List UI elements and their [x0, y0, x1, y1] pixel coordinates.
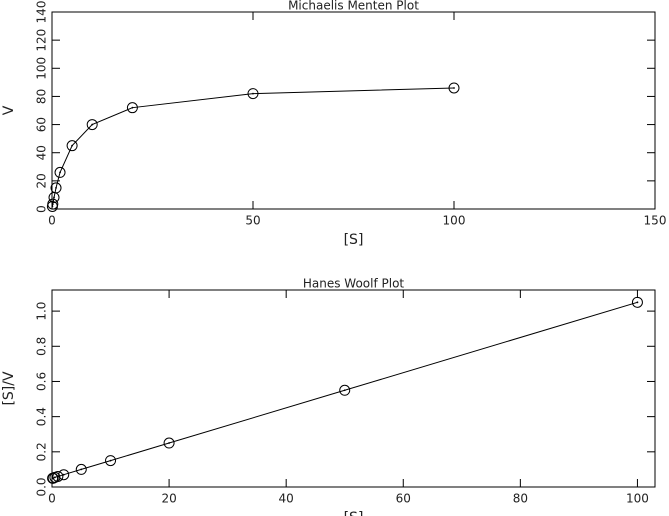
x-axis-label: [S]: [344, 232, 364, 248]
data-point: [247, 88, 259, 100]
y-tick-label: 140: [35, 1, 49, 24]
data-point-center: [453, 87, 455, 89]
data-point: [339, 384, 351, 396]
data-point-center: [62, 473, 65, 476]
data-point-center: [91, 123, 94, 126]
x-tick-label: 60: [396, 492, 411, 506]
x-tick-label: 20: [161, 492, 176, 506]
data-point-center: [53, 196, 55, 199]
x-tick-label: 0: [48, 492, 56, 506]
data-point-center: [636, 301, 639, 304]
data-point-center: [71, 144, 73, 147]
data-point-center: [109, 459, 112, 462]
data-point: [66, 140, 78, 152]
x-tick-label: 0: [48, 214, 56, 228]
data-point: [47, 472, 59, 484]
data-point-center: [252, 92, 254, 95]
data-point-center: [55, 186, 57, 189]
data-point-center: [56, 475, 59, 478]
data-point-center: [168, 442, 170, 444]
x-axis-label: [S]: [344, 510, 364, 516]
x-tick-label: 150: [644, 214, 667, 228]
data-point: [47, 198, 59, 210]
data-point: [163, 437, 175, 449]
data-point-center: [80, 468, 83, 471]
x-tick-label: 100: [443, 214, 466, 228]
data-point: [58, 469, 70, 481]
data-point-center: [343, 389, 346, 392]
plot-frame: [51, 11, 656, 210]
x-tick-label: 80: [513, 492, 528, 506]
y-tick-label: 80: [35, 89, 49, 104]
data-point: [631, 296, 643, 308]
data-point-center: [51, 205, 54, 208]
data-point: [54, 166, 66, 178]
y-tick-label: 0.2: [35, 442, 49, 461]
chart-title: Hanes Woolf Plot: [303, 277, 405, 291]
x-tick-label: 50: [245, 214, 260, 228]
data-point: [86, 119, 98, 131]
y-axis-label: [S]/V: [1, 371, 17, 406]
y-tick-label: 20: [35, 173, 49, 188]
plot: Michaelis Menten Plot [S] V 0 50 100 150 0 20 40 6…: [1, 0, 666, 248]
y-axis-label: V: [1, 105, 17, 115]
y-tick-label: 0.8: [35, 337, 49, 356]
y-tick-label: 0: [35, 205, 49, 213]
y-tick-label: 0.4: [35, 407, 49, 426]
data-point-center: [51, 203, 54, 205]
data-point-center: [54, 476, 56, 479]
plot-frame: [51, 289, 656, 488]
series-line: [52, 301, 638, 479]
y-tick-label: 0.6: [35, 372, 49, 391]
y-tick-label: 40: [35, 145, 49, 160]
chart-title: Michaelis Menten Plot: [288, 0, 419, 13]
data-point: [126, 102, 138, 114]
data-point-center: [131, 106, 134, 109]
y-tick-label: 100: [35, 57, 49, 80]
data-point: [75, 463, 87, 475]
plot: Hanes Woolf Plot [S] [S]/V 0 20 40 60 80 100 0.0 0…: [1, 277, 656, 516]
x-tick-label: 40: [279, 492, 294, 506]
data-point: [105, 455, 117, 467]
data-point-center: [59, 171, 61, 174]
x-tick-label: 100: [626, 492, 649, 506]
series-line: [51, 87, 455, 207]
y-tick-label: 60: [35, 117, 49, 132]
y-tick-label: 1.0: [35, 302, 49, 321]
y-tick-label: 120: [35, 29, 49, 52]
data-point: [448, 82, 460, 94]
data-point: [52, 470, 64, 482]
y-tick-label: 0.0: [35, 477, 49, 496]
data-point: [50, 182, 62, 194]
